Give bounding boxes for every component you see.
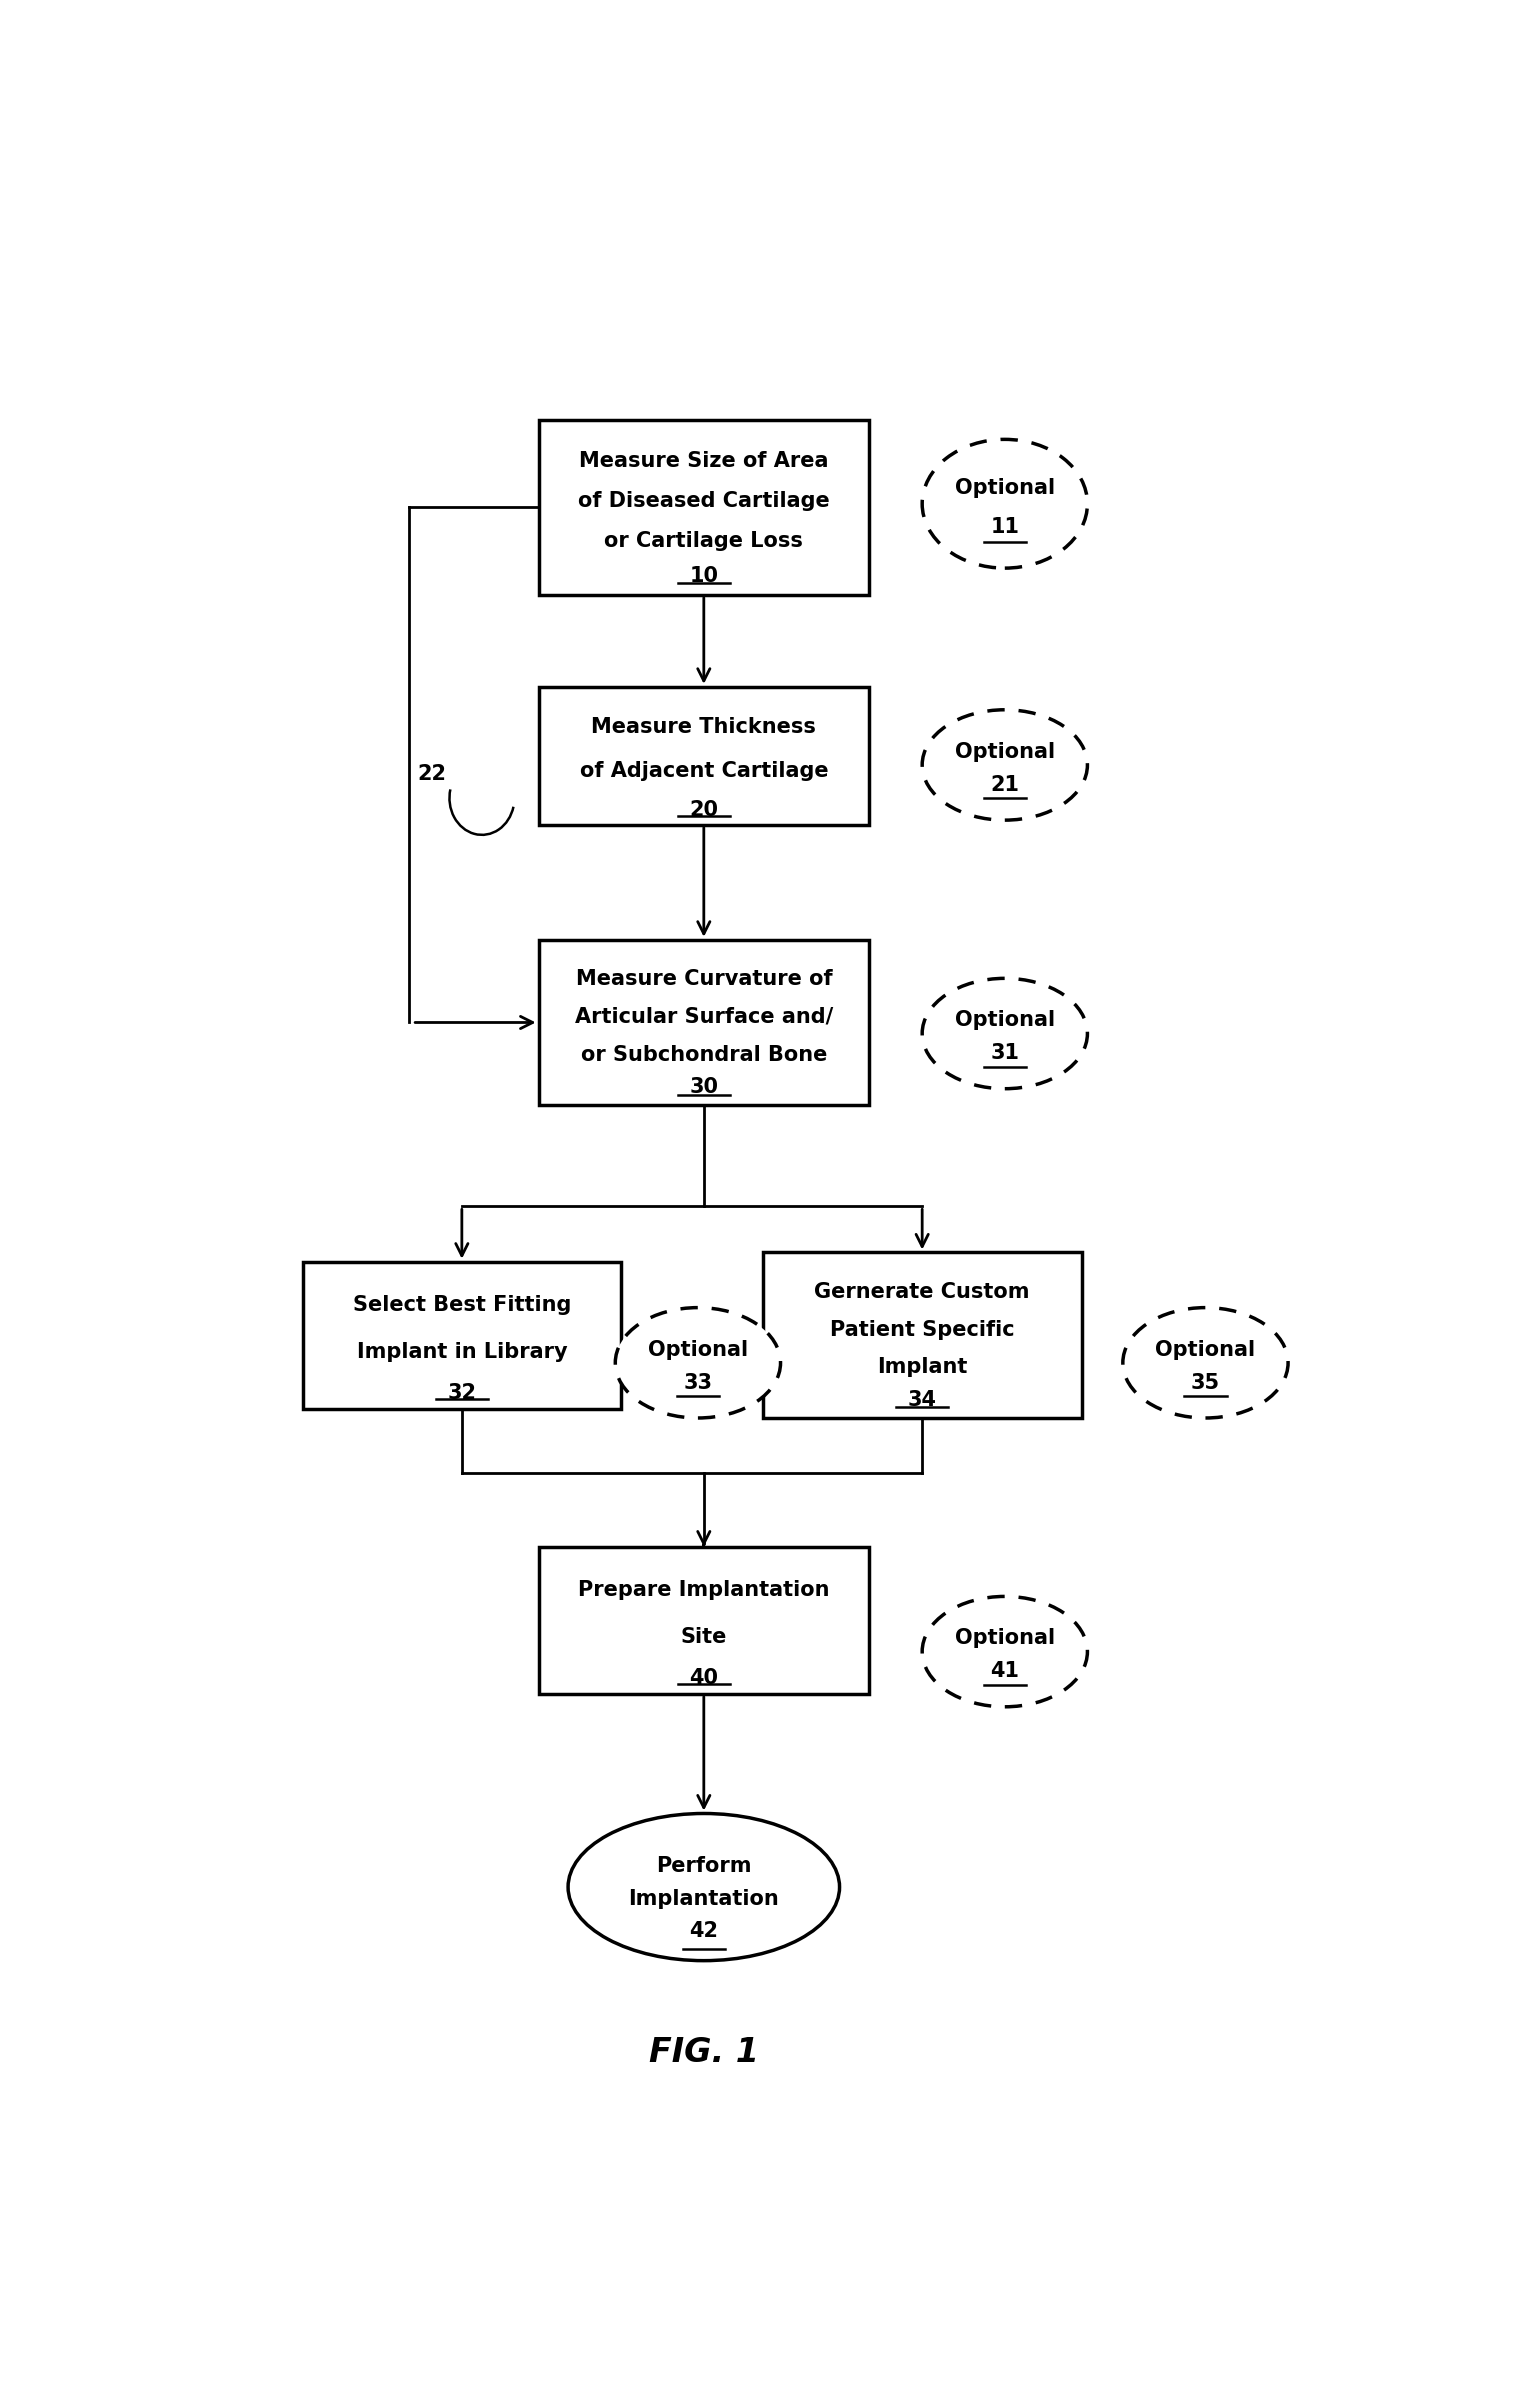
Ellipse shape <box>921 710 1087 819</box>
Ellipse shape <box>921 440 1087 569</box>
Bar <box>763 1252 1081 1419</box>
Text: Implant in Library: Implant in Library <box>356 1343 567 1362</box>
Text: 34: 34 <box>908 1390 937 1410</box>
Text: 35: 35 <box>1191 1374 1220 1393</box>
Text: Perform: Perform <box>656 1856 751 1875</box>
Text: 30: 30 <box>690 1077 719 1097</box>
Text: 31: 31 <box>990 1044 1019 1063</box>
Text: or Subchondral Bone: or Subchondral Bone <box>580 1044 827 1065</box>
Text: 11: 11 <box>990 516 1019 538</box>
Text: Site: Site <box>681 1627 726 1646</box>
Text: 40: 40 <box>690 1668 719 1687</box>
Ellipse shape <box>568 1813 839 1961</box>
Text: 22: 22 <box>417 764 446 784</box>
Text: Measure Size of Area: Measure Size of Area <box>579 452 829 471</box>
Text: Prepare Implantation: Prepare Implantation <box>579 1579 830 1601</box>
Text: 10: 10 <box>690 566 719 585</box>
Text: Measure Curvature of: Measure Curvature of <box>576 970 832 989</box>
Text: 42: 42 <box>690 1921 719 1942</box>
Text: Optional: Optional <box>955 741 1055 762</box>
Text: of Diseased Cartilage: of Diseased Cartilage <box>577 492 830 511</box>
Text: Optional: Optional <box>955 1629 1055 1648</box>
Bar <box>539 420 870 595</box>
Text: Measure Thickness: Measure Thickness <box>591 717 816 738</box>
Bar <box>539 939 870 1106</box>
Text: 41: 41 <box>990 1660 1019 1682</box>
Ellipse shape <box>1122 1307 1288 1419</box>
Text: FIG. 1: FIG. 1 <box>649 2035 758 2069</box>
Bar <box>539 686 870 824</box>
Text: Optional: Optional <box>647 1340 748 1359</box>
Text: 21: 21 <box>990 774 1019 796</box>
Text: or Cartilage Loss: or Cartilage Loss <box>605 530 803 552</box>
Text: 32: 32 <box>448 1383 477 1402</box>
Ellipse shape <box>921 979 1087 1089</box>
Text: Implantation: Implantation <box>629 1890 780 1909</box>
Bar <box>303 1261 621 1410</box>
Text: Optional: Optional <box>955 478 1055 499</box>
Text: Articular Surface and/: Articular Surface and/ <box>574 1006 833 1027</box>
Ellipse shape <box>615 1307 780 1419</box>
Bar <box>539 1546 870 1694</box>
Text: Select Best Fitting: Select Best Fitting <box>353 1295 571 1314</box>
Text: Patient Specific: Patient Specific <box>830 1319 1014 1340</box>
Text: 33: 33 <box>684 1374 713 1393</box>
Text: Gernerate Custom: Gernerate Custom <box>815 1281 1030 1302</box>
Ellipse shape <box>921 1596 1087 1706</box>
Text: Optional: Optional <box>955 1011 1055 1030</box>
Text: Implant: Implant <box>877 1357 967 1378</box>
Text: Optional: Optional <box>1156 1340 1255 1359</box>
Text: 20: 20 <box>690 800 719 819</box>
Text: of Adjacent Cartilage: of Adjacent Cartilage <box>580 762 829 781</box>
